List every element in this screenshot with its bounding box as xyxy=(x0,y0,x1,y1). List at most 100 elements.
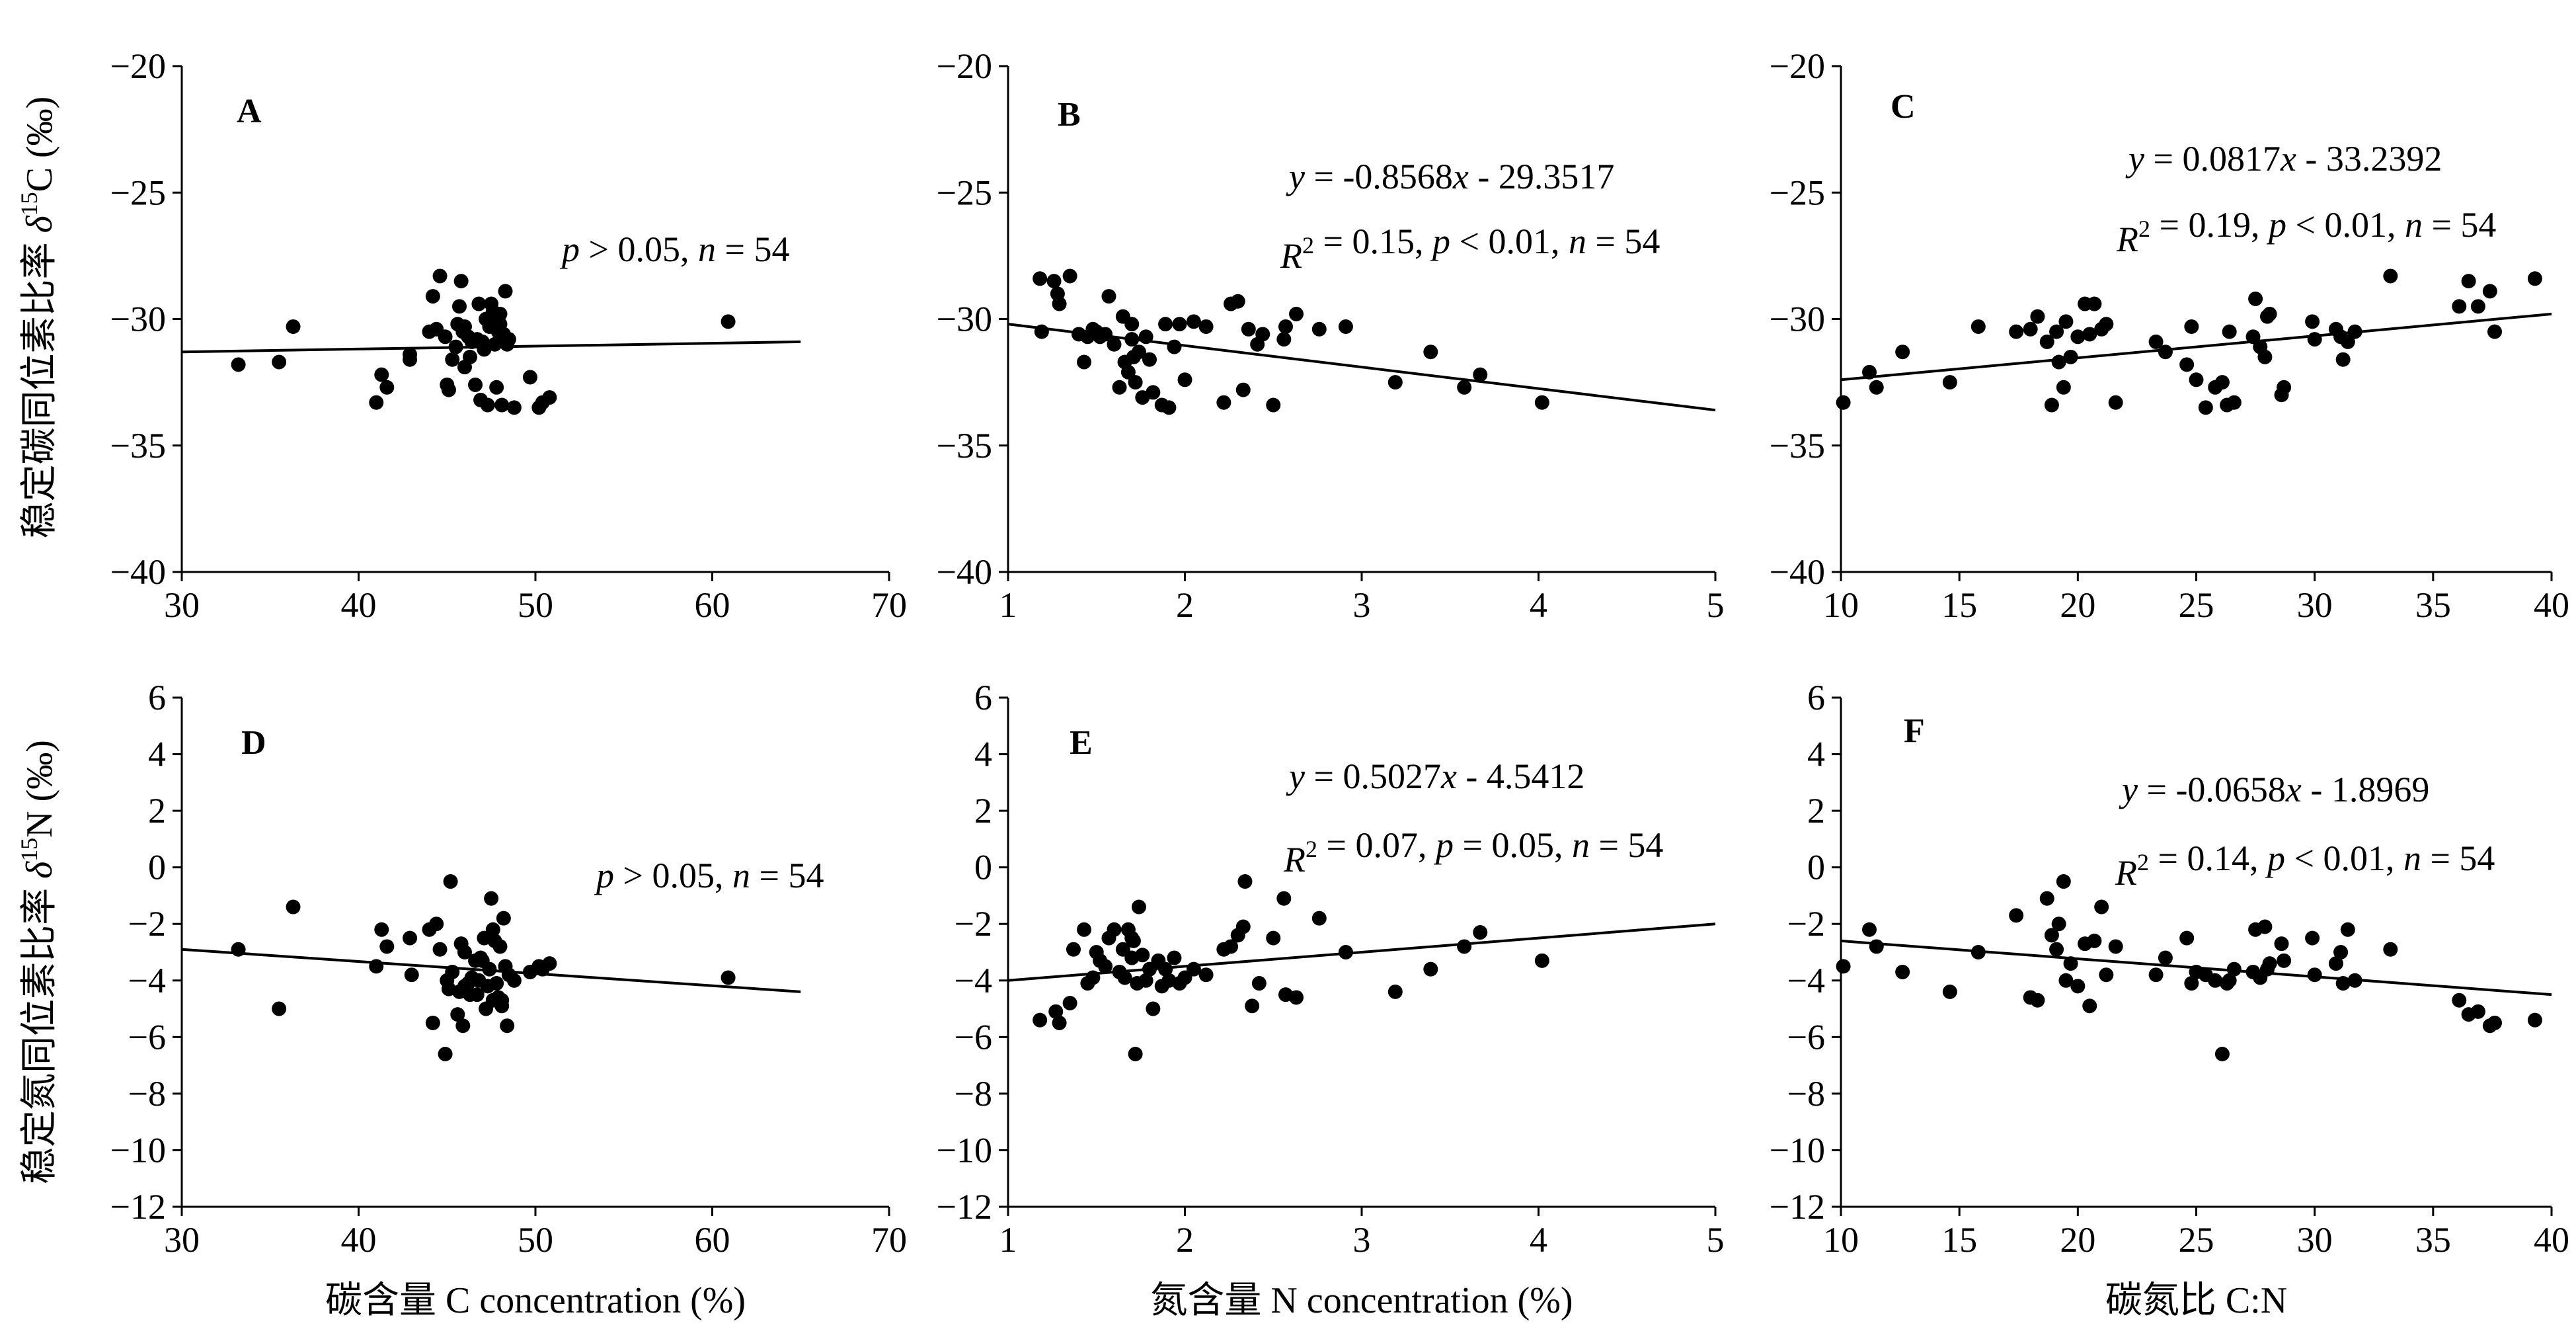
data-point xyxy=(429,916,444,932)
annotation-number: 0.5027 xyxy=(1343,756,1441,796)
annotation-var: n xyxy=(732,856,750,895)
annotation-number: -0.8568 xyxy=(1343,157,1452,196)
y-tick-label: −35 xyxy=(937,426,992,466)
data-point xyxy=(2222,973,2237,988)
y-tick-label: 4 xyxy=(148,735,166,774)
data-point xyxy=(485,304,500,319)
annotation-text: 54 xyxy=(788,856,824,895)
annotation-text: 1.8969 xyxy=(2331,770,2430,809)
data-point xyxy=(441,382,456,397)
data-point xyxy=(404,967,419,983)
data-point xyxy=(2347,324,2362,339)
annotation-var: y xyxy=(2125,139,2144,179)
data-point xyxy=(471,296,487,311)
y-title-nitrogen-suffix: N (‰) xyxy=(19,740,60,838)
data-point xyxy=(522,370,537,385)
annotation-text: 54 xyxy=(1624,222,1660,261)
annotation-sup: 2 xyxy=(2137,849,2149,875)
data-point xyxy=(1120,364,1136,380)
y-axis-title-carbon: 稳定碳同位素比率 δ15C (‰) xyxy=(16,97,60,539)
data-point xyxy=(1124,930,1140,946)
y-tick-label: −20 xyxy=(110,46,166,86)
annotation-var: x xyxy=(2280,139,2296,179)
annotation-var: n xyxy=(2405,205,2423,245)
data-point xyxy=(1473,367,1488,382)
x-tick-label: 25 xyxy=(2179,1220,2214,1260)
panel-C: −40 −35 −30 −25 −20 10 15 20 25 30 35 40 Cy = 0.0817… xyxy=(1770,46,2569,625)
data-point xyxy=(2044,397,2059,413)
annotation: y = 0.5027x - 4.5412 xyxy=(1286,756,1584,796)
annotation-text: 33.2392 xyxy=(2326,139,2442,179)
x-tick-label: 15 xyxy=(1941,585,1977,625)
data-point xyxy=(231,357,246,372)
data-point xyxy=(2335,976,2351,991)
y-tick-label: −12 xyxy=(110,1187,166,1227)
data-point xyxy=(1251,976,1267,991)
x-tick-label: 4 xyxy=(1530,1220,1547,1260)
data-point xyxy=(473,392,488,407)
data-point xyxy=(1338,945,1353,959)
x-tick-label: 30 xyxy=(2297,1220,2333,1260)
data-point xyxy=(1971,319,1986,334)
data-point xyxy=(2340,334,2355,349)
data-point xyxy=(1473,925,1488,940)
x-tick-label: 10 xyxy=(1823,1220,1859,1260)
annotation: y = -0.8568x - 29.3517 xyxy=(1286,157,1614,196)
data-point xyxy=(2087,296,2102,311)
data-point xyxy=(403,347,418,362)
y-tick-label: 0 xyxy=(148,848,166,887)
data-point xyxy=(1066,942,1081,957)
y-tick-label: 4 xyxy=(974,735,992,774)
x-tick-label: 30 xyxy=(2297,585,2333,625)
data-point xyxy=(2056,874,2071,889)
y-title-nitrogen-prefix: 稳定氮同位素比率 xyxy=(19,879,60,1184)
data-point xyxy=(1098,959,1113,974)
data-point xyxy=(2184,976,2199,991)
y-tick-label: 2 xyxy=(1807,791,1825,831)
data-point xyxy=(2470,1004,2485,1019)
data-point xyxy=(457,945,472,959)
annotation-var: R xyxy=(2115,853,2137,893)
data-point xyxy=(492,939,508,954)
data-point xyxy=(1942,984,1957,999)
data-point xyxy=(2108,395,2123,410)
data-point xyxy=(2099,967,2114,983)
data-point xyxy=(2262,956,2277,971)
data-point xyxy=(2082,998,2097,1014)
data-point xyxy=(2226,961,2242,977)
data-point xyxy=(1311,321,1327,337)
y-tick-label: 0 xyxy=(1807,848,1825,887)
data-point xyxy=(1869,939,1884,954)
y-tick-label: −40 xyxy=(110,552,166,592)
data-point xyxy=(494,397,510,413)
data-point xyxy=(542,956,557,971)
data-point xyxy=(2452,993,2467,1008)
data-point xyxy=(1167,950,1182,965)
annotation-text: - xyxy=(2305,139,2317,179)
data-point xyxy=(1142,352,1157,367)
data-point xyxy=(485,922,500,937)
data-point xyxy=(2082,327,2097,342)
y-tick-label: −25 xyxy=(110,173,166,212)
y-tick-label: −25 xyxy=(1770,173,1825,212)
y-tick-label: −20 xyxy=(937,46,992,86)
x-tick-label: 40 xyxy=(2534,1220,2569,1260)
annotation-text: = xyxy=(1462,825,1482,865)
data-point xyxy=(473,950,488,965)
data-point xyxy=(457,979,472,994)
data-point xyxy=(1138,329,1153,345)
data-point xyxy=(1198,319,1214,334)
data-point xyxy=(2262,306,2277,321)
data-point xyxy=(1158,317,1173,332)
data-point xyxy=(1107,337,1122,352)
annotation-var: R xyxy=(1283,840,1306,879)
data-point xyxy=(489,976,504,991)
data-point xyxy=(272,354,287,370)
annotation-text: = xyxy=(2430,838,2450,878)
data-point xyxy=(2056,380,2071,395)
data-point xyxy=(1862,364,1877,380)
annotation: y = 0.0817x - 33.2392 xyxy=(2125,139,2442,179)
y-tick-label: −8 xyxy=(1787,1074,1825,1114)
annotation-text: = xyxy=(2153,139,2173,179)
x-tick-label: 40 xyxy=(341,585,377,625)
